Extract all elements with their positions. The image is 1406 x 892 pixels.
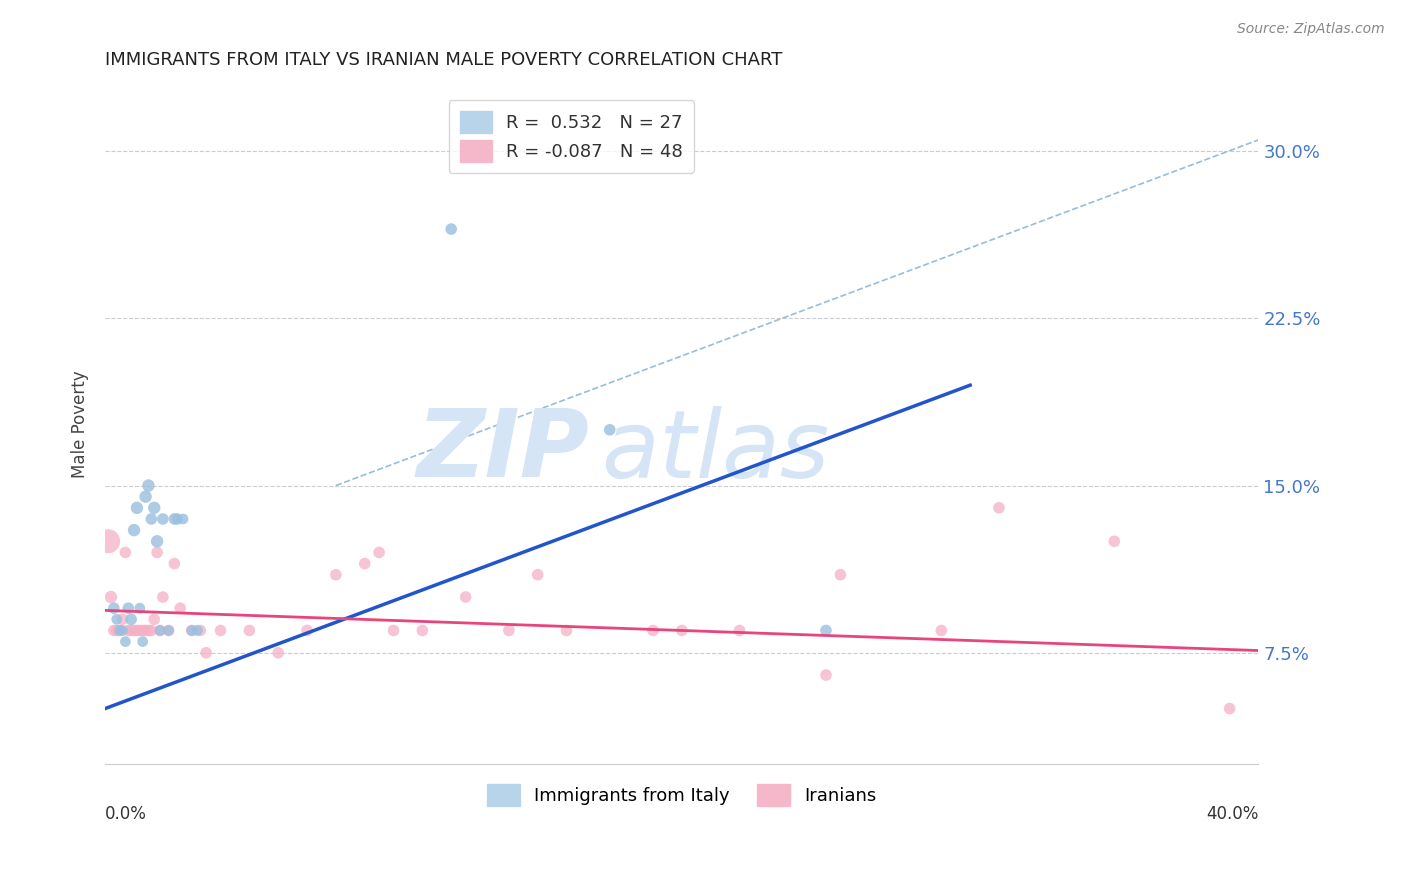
Point [128, 624, 150, 638]
Point [122, 624, 145, 638]
Point [131, 624, 153, 638]
Point [186, 624, 208, 638]
Point [368, 545, 391, 559]
Point [149, 624, 172, 638]
Point [111, 612, 134, 626]
Point [114, 634, 136, 648]
Point [149, 624, 172, 638]
Point [931, 624, 953, 638]
Point [108, 624, 131, 638]
Point [125, 624, 148, 638]
Point [103, 624, 125, 638]
Point [131, 634, 153, 648]
Point [166, 512, 188, 526]
Point [1104, 534, 1126, 549]
Point [671, 624, 693, 638]
Point [128, 601, 150, 615]
Point [120, 612, 142, 626]
Point [105, 612, 128, 626]
Point [238, 624, 260, 638]
Point [117, 601, 139, 615]
Point [163, 512, 186, 526]
Point [120, 624, 142, 638]
Text: 40.0%: 40.0% [1206, 805, 1258, 823]
Point [353, 557, 375, 571]
Point [114, 545, 136, 559]
Point [135, 490, 157, 504]
Point [382, 624, 405, 638]
Text: IMMIGRANTS FROM ITALY VS IRANIAN MALE POVERTY CORRELATION CHART: IMMIGRANTS FROM ITALY VS IRANIAN MALE PO… [105, 51, 783, 69]
Point [108, 624, 131, 638]
Point [641, 624, 664, 638]
Point [141, 624, 163, 638]
Point [555, 624, 578, 638]
Point [143, 500, 166, 515]
Point [195, 646, 218, 660]
Point [152, 590, 174, 604]
Point [1219, 701, 1241, 715]
Point [180, 624, 202, 638]
Point [135, 624, 157, 638]
Point [454, 590, 477, 604]
Point [105, 624, 128, 638]
Text: atlas: atlas [602, 406, 830, 497]
Point [190, 624, 212, 638]
Point [138, 478, 160, 492]
Legend: Immigrants from Italy, Iranians: Immigrants from Italy, Iranians [481, 777, 883, 813]
Point [111, 624, 134, 638]
Point [103, 601, 125, 615]
Point [526, 567, 548, 582]
Y-axis label: Male Poverty: Male Poverty [72, 370, 89, 478]
Point [325, 567, 347, 582]
Point [169, 601, 191, 615]
Point [143, 612, 166, 626]
Text: 0.0%: 0.0% [105, 805, 148, 823]
Point [157, 624, 180, 638]
Point [146, 545, 169, 559]
Point [267, 646, 290, 660]
Point [125, 500, 148, 515]
Point [100, 590, 122, 604]
Point [295, 624, 318, 638]
Point [498, 624, 520, 638]
Point [138, 624, 160, 638]
Point [172, 512, 194, 526]
Point [146, 534, 169, 549]
Point [157, 624, 180, 638]
Text: ZIP: ZIP [416, 405, 589, 498]
Point [440, 222, 463, 236]
Point [728, 624, 751, 638]
Point [122, 523, 145, 537]
Point [180, 624, 202, 638]
Point [163, 557, 186, 571]
Point [830, 567, 852, 582]
Point [152, 512, 174, 526]
Point [814, 668, 837, 682]
Point [117, 624, 139, 638]
Point [141, 512, 163, 526]
Point [411, 624, 433, 638]
Point [814, 624, 837, 638]
Point [209, 624, 232, 638]
Point [988, 500, 1011, 515]
Point [97, 534, 120, 549]
Text: Source: ZipAtlas.com: Source: ZipAtlas.com [1237, 22, 1385, 37]
Point [599, 423, 621, 437]
